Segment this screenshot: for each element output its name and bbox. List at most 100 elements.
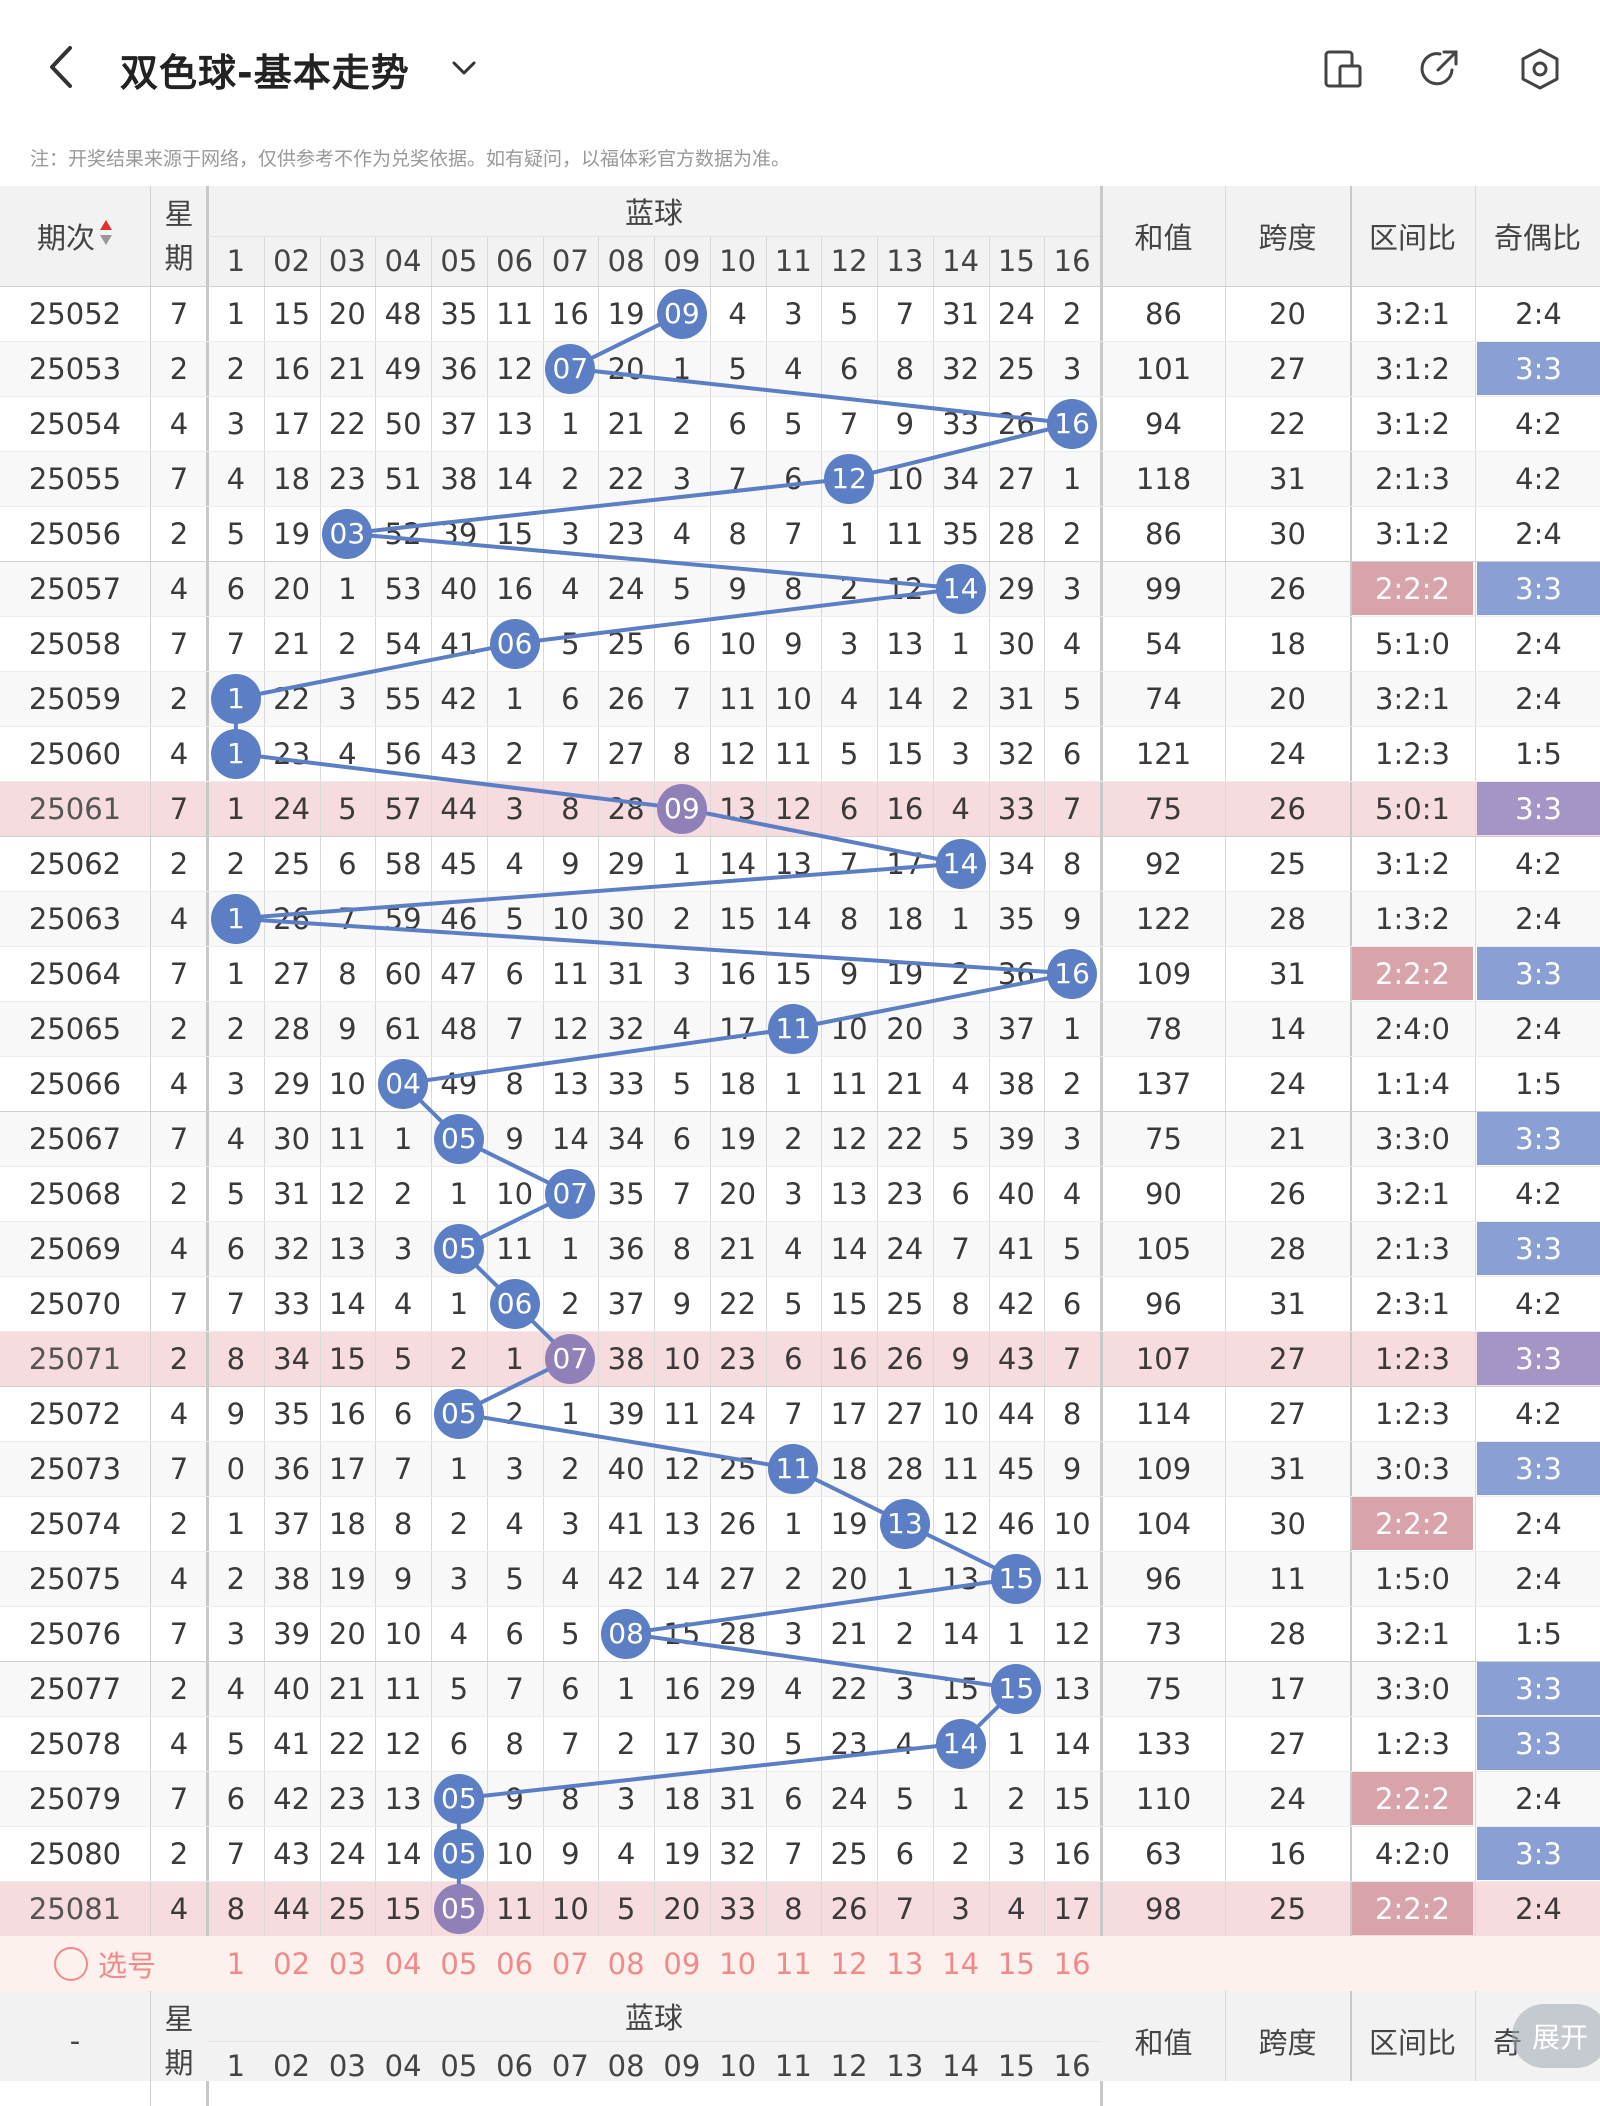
radio-circle-icon[interactable] bbox=[53, 1946, 88, 1981]
blue-trend-cell: 3 bbox=[895, 1671, 915, 1706]
row-stripe bbox=[0, 891, 1600, 946]
select-number[interactable]: 12 bbox=[830, 1946, 868, 1981]
blue-trend-cell: 34 bbox=[607, 1121, 645, 1156]
blue-trend-cell: 13 bbox=[663, 1506, 701, 1541]
header-period[interactable]: 期次 bbox=[0, 186, 150, 286]
blue-trend-cell: 16 bbox=[551, 296, 589, 331]
blue-trend-cell: 5 bbox=[951, 1121, 970, 1156]
period-cell: 25077 bbox=[28, 1671, 122, 1706]
odd-even-cell: 2:4 bbox=[1515, 1781, 1562, 1816]
blue-trend-cell: 9 bbox=[338, 1011, 357, 1046]
footer-blue-col: 13 bbox=[886, 2049, 924, 2083]
select-number[interactable]: 15 bbox=[997, 1946, 1035, 1981]
trend-polyline bbox=[233, 311, 1073, 1909]
header-blue-col: 08 bbox=[607, 244, 645, 278]
period-cell: 25056 bbox=[28, 516, 122, 551]
select-row-label[interactable]: 选号 bbox=[40, 1936, 170, 1991]
blue-trend-cell: 41 bbox=[607, 1506, 645, 1541]
select-number[interactable]: 04 bbox=[384, 1946, 422, 1981]
select-number[interactable]: 05 bbox=[440, 1946, 478, 1981]
select-number[interactable]: 16 bbox=[1053, 1946, 1091, 1981]
blue-ball-hit: 16 bbox=[1047, 398, 1098, 449]
weekday-cell: 4 bbox=[169, 1066, 189, 1101]
zone-ratio-cell: 3:1:2 bbox=[1375, 846, 1450, 881]
select-number[interactable]: 10 bbox=[719, 1946, 757, 1981]
select-number[interactable]: 07 bbox=[551, 1946, 589, 1981]
blue-trend-cell: 10 bbox=[496, 1836, 534, 1871]
blue-trend-cell: 35 bbox=[942, 516, 980, 551]
blue-trend-cell: 4 bbox=[393, 1286, 413, 1321]
span-cell: 31 bbox=[1269, 1451, 1306, 1486]
select-number[interactable]: 09 bbox=[663, 1946, 701, 1981]
blue-trend-cell: 2 bbox=[1062, 516, 1082, 551]
sort-icon[interactable] bbox=[99, 218, 113, 255]
blue-trend-cell: 2 bbox=[951, 1836, 970, 1871]
grid-hline bbox=[0, 1441, 1600, 1442]
header-blue-col: 15 bbox=[997, 244, 1035, 278]
back-arrow-icon[interactable] bbox=[38, 42, 88, 92]
sum-cell: 73 bbox=[1145, 1616, 1182, 1651]
header-odd-even-ratio: 奇偶比 bbox=[1493, 221, 1581, 255]
span-cell: 30 bbox=[1269, 516, 1306, 551]
page-title[interactable]: 双色球-基本走势 bbox=[120, 51, 410, 95]
blue-trend-cell: 27 bbox=[273, 956, 311, 991]
blue-trend-cell: 45 bbox=[997, 1451, 1035, 1486]
select-number[interactable]: 02 bbox=[273, 1946, 311, 1981]
grid-hline bbox=[0, 506, 1600, 507]
weekday-cell: 7 bbox=[169, 296, 189, 331]
blue-trend-cell: 28 bbox=[607, 791, 645, 826]
blue-trend-cell: 6 bbox=[728, 406, 747, 441]
blue-trend-cell: 10 bbox=[496, 1176, 534, 1211]
blue-trend-cell: 6 bbox=[839, 351, 859, 386]
zone-ratio-cell: 2:2:2 bbox=[1352, 1772, 1473, 1825]
select-number[interactable]: 06 bbox=[496, 1946, 534, 1981]
select-number[interactable]: 1 bbox=[226, 1946, 246, 1981]
blue-trend-cell: 6 bbox=[561, 1671, 580, 1706]
blue-ball-hit: 03 bbox=[322, 508, 373, 559]
select-number[interactable]: 08 bbox=[607, 1946, 645, 1981]
select-number[interactable]: 03 bbox=[328, 1946, 366, 1981]
sum-cell: 121 bbox=[1135, 736, 1192, 771]
blue-trend-cell: 3 bbox=[393, 1231, 413, 1266]
blue-trend-cell: 8 bbox=[672, 736, 692, 771]
blue-trend-cell: 6 bbox=[505, 1616, 524, 1651]
header-blue-col: 02 bbox=[273, 244, 311, 278]
share-icon[interactable] bbox=[1416, 46, 1462, 92]
blue-trend-cell: 19 bbox=[273, 516, 311, 551]
grid-hline bbox=[0, 946, 1600, 947]
blue-trend-cell: 2 bbox=[561, 461, 580, 496]
select-number[interactable]: 14 bbox=[942, 1946, 980, 1981]
blue-trend-cell: 3 bbox=[951, 1891, 970, 1926]
blue-trend-cell: 33 bbox=[997, 791, 1035, 826]
grid-hline bbox=[0, 781, 1600, 782]
select-number[interactable]: 13 bbox=[886, 1946, 924, 1981]
period-cell: 25068 bbox=[28, 1176, 122, 1211]
chevron-down-icon[interactable] bbox=[448, 52, 480, 84]
layout-toggle-icon[interactable] bbox=[1320, 46, 1366, 92]
header-blue-col: 10 bbox=[719, 244, 757, 278]
sum-cell: 75 bbox=[1145, 1121, 1182, 1156]
weekday-cell: 7 bbox=[169, 1781, 189, 1816]
period-cell: 25064 bbox=[28, 956, 122, 991]
blue-ball-hit: 15 bbox=[991, 1553, 1042, 1604]
select-number[interactable]: 11 bbox=[774, 1946, 812, 1981]
blue-trend-cell: 25 bbox=[273, 846, 311, 881]
grid-vline bbox=[1100, 186, 1103, 2106]
blue-trend-cell: 2 bbox=[784, 1121, 803, 1156]
blue-trend-cell: 22 bbox=[719, 1286, 757, 1321]
blue-trend-cell: 4 bbox=[784, 1231, 803, 1266]
span-cell: 24 bbox=[1269, 1781, 1306, 1816]
grid-vline bbox=[1475, 1991, 1476, 2081]
footer-sum: 和值 bbox=[1134, 2026, 1193, 2060]
expand-button[interactable]: 展开 bbox=[1512, 2004, 1600, 2068]
period-cell: 25057 bbox=[28, 571, 122, 606]
blue-trend-cell: 14 bbox=[886, 681, 924, 716]
blue-trend-cell: 7 bbox=[839, 406, 859, 441]
grid-vline bbox=[709, 236, 711, 1991]
odd-even-cell: 3:3 bbox=[1477, 1662, 1600, 1715]
blue-trend-cell: 5 bbox=[839, 736, 859, 771]
weekday-cell: 2 bbox=[169, 1011, 189, 1046]
odd-even-cell: 4:2 bbox=[1515, 1396, 1562, 1431]
settings-icon[interactable] bbox=[1517, 46, 1563, 92]
weekday-cell: 2 bbox=[169, 1176, 189, 1211]
